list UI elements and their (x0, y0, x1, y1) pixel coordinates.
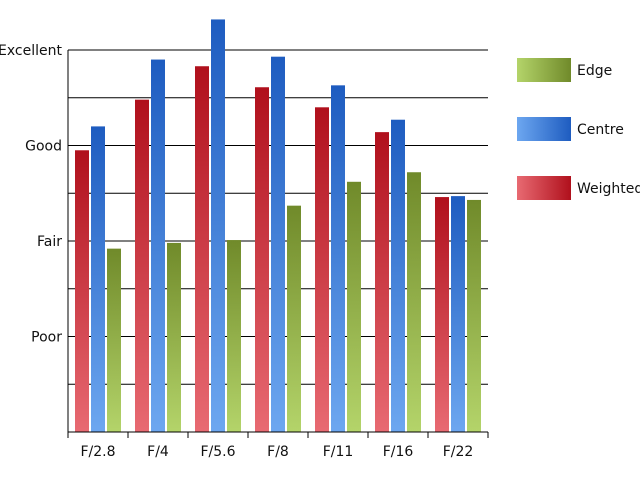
x-tick-label-f-5-6: F/5.6 (200, 444, 235, 460)
bar-centre-f-5-6 (211, 19, 225, 432)
bar-edge-f-2-8 (107, 248, 121, 432)
y-tick-label-excellent: Excellent (0, 43, 63, 59)
y-axis-tick-labels: Poor Fair Good Excellent (0, 43, 63, 346)
bar-weighted-f-4 (135, 99, 149, 432)
bar-edge-f-5-6 (227, 240, 241, 432)
bar-weighted-f-2-8 (75, 150, 89, 432)
bar-weighted-f-22 (435, 197, 449, 432)
bar-weighted-f-8 (255, 87, 269, 433)
legend-label-weighted: Weighted (577, 181, 640, 197)
legend-swatch-edge (517, 58, 571, 82)
x-tick-label-f-8: F/8 (267, 444, 289, 460)
legend-swatch-centre (517, 117, 571, 141)
x-tick-label-f-11: F/11 (323, 444, 354, 460)
legend-label-edge: Edge (577, 63, 612, 79)
x-axis-tick-labels: F/2.8 F/4 F/5.6 F/8 F/11 F/16 F/22 (80, 444, 473, 460)
bar-edge-f-11 (347, 181, 361, 432)
bar-edge-f-8 (287, 205, 301, 432)
y-tick-label-fair: Fair (37, 234, 62, 250)
x-tick-label-f-4: F/4 (147, 444, 169, 460)
bar-weighted-f-11 (315, 107, 329, 433)
bar-weighted-f-5-6 (195, 66, 209, 433)
bar-weighted-f-16 (375, 132, 389, 432)
legend-label-centre: Centre (577, 122, 624, 138)
bar-centre-f-16 (391, 119, 405, 432)
legend: Edge Centre Weighted (517, 58, 640, 200)
x-axis-ticks (67, 432, 489, 438)
bar-centre-f-4 (151, 59, 165, 433)
x-tick-label-f-22: F/22 (443, 444, 474, 460)
legend-swatch-weighted (517, 176, 571, 200)
bar-centre-f-11 (331, 85, 345, 433)
axes (67, 50, 488, 433)
x-tick-label-f-16: F/16 (383, 444, 414, 460)
bar-centre-f-22 (451, 196, 465, 432)
bar-edge-f-16 (407, 172, 421, 433)
bar-edge-f-22 (467, 199, 481, 432)
bars (75, 19, 481, 433)
y-tick-label-good: Good (25, 139, 62, 155)
bar-centre-f-2-8 (91, 126, 105, 433)
y-tick-label-poor: Poor (31, 330, 62, 346)
x-tick-label-f-2-8: F/2.8 (80, 444, 115, 460)
bar-edge-f-4 (167, 242, 181, 432)
bar-centre-f-8 (271, 56, 285, 433)
